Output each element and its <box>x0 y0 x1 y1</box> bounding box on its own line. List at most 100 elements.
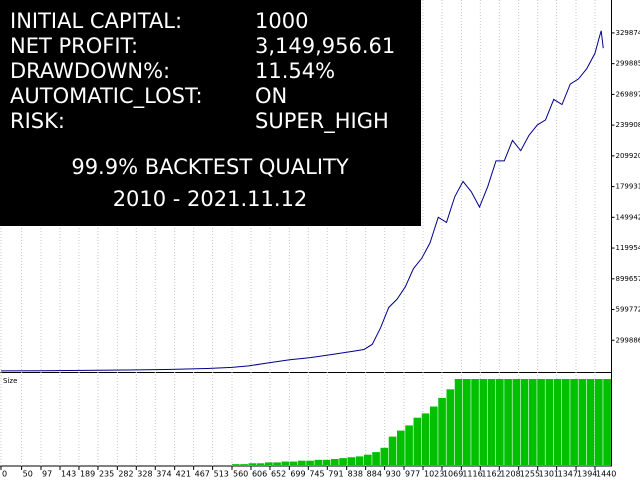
size-bar <box>306 460 314 465</box>
size-bar <box>553 379 562 465</box>
size-bar <box>397 430 405 465</box>
y-tick-label: 599772 <box>616 306 640 314</box>
x-tick-label: 745 <box>309 470 324 479</box>
size-bar <box>570 379 578 465</box>
x-tick-label: 699 <box>290 470 305 479</box>
x-tick-label: 0 <box>2 470 7 479</box>
x-tick-label: 884 <box>367 470 382 479</box>
info-value: 3,149,956.61 <box>255 34 395 58</box>
y-tick-label: 2998858 <box>616 60 640 68</box>
y-tick-label: 2099200 <box>616 152 640 160</box>
size-bar <box>273 462 281 465</box>
size-bar <box>421 413 430 465</box>
size-bar <box>364 454 372 465</box>
size-bar <box>586 379 595 465</box>
info-value: SUPER_HIGH <box>255 109 389 134</box>
size-bar <box>496 379 504 465</box>
info-value: 1000 <box>255 9 308 33</box>
size-bar <box>430 406 438 465</box>
y-tick-label: 1499429 <box>616 213 640 221</box>
y-tick-label: 1799315 <box>616 183 640 191</box>
info-label: RISK: <box>10 109 65 133</box>
size-bar <box>413 417 422 465</box>
plot-area <box>0 30 611 465</box>
size-bar <box>240 464 248 465</box>
size-bar <box>289 461 298 465</box>
x-tick-label: 374 <box>156 470 171 479</box>
size-bar <box>504 379 512 465</box>
size-bar <box>265 462 273 465</box>
x-tick-label: 513 <box>214 470 229 479</box>
info-box <box>0 0 421 226</box>
size-bar <box>314 459 323 465</box>
size-bar <box>372 452 380 465</box>
size-bar <box>232 464 240 465</box>
x-tick-label: 1301 <box>539 470 559 479</box>
info-label: AUTOMATIC_LOST: <box>10 84 203 109</box>
size-bar <box>529 379 537 465</box>
x-tick-label: 328 <box>137 470 152 479</box>
x-tick-label: 97 <box>42 470 52 479</box>
size-bar <box>256 463 265 465</box>
size-bar <box>479 379 488 465</box>
size-bar <box>331 458 339 465</box>
size-bar <box>562 379 570 465</box>
x-tick-label: 143 <box>61 470 76 479</box>
equity-line <box>0 30 604 372</box>
size-bar <box>578 379 587 465</box>
x-tick-label: 1208 <box>500 470 520 479</box>
x-tick-label: 930 <box>386 470 401 479</box>
x-tick-label: 791 <box>328 470 343 479</box>
info-label: NET PROFIT: <box>10 34 138 58</box>
y-tick-label: 899657 <box>616 275 640 283</box>
x-tick-label: 467 <box>195 470 210 479</box>
x-tick-label: 1440 <box>596 470 616 479</box>
size-bar <box>248 463 257 465</box>
subchart-label: Size <box>3 377 17 385</box>
x-tick-label: 189 <box>80 470 95 479</box>
info-text: INITIAL CAPITAL: 1000 NET PROFIT: 3,149,956… <box>10 9 395 134</box>
size-bar <box>446 389 455 465</box>
size-bar <box>512 379 521 465</box>
size-bar <box>281 461 290 465</box>
x-tick-label: 1394 <box>577 470 597 479</box>
size-bar <box>463 379 471 465</box>
x-tick-label: 560 <box>233 470 248 479</box>
y-tick-label: 3298744 <box>616 29 640 37</box>
x-tick-label: 1069 <box>443 470 463 479</box>
x-tick-label: 606 <box>252 470 267 479</box>
size-bar <box>595 379 603 465</box>
quality-text: 99.9% BACKTEST QUALITY <box>71 155 349 179</box>
x-tick-label: 652 <box>271 470 286 479</box>
size-bar <box>471 379 479 465</box>
period-text: 2010 - 2021.11.12 <box>113 187 308 211</box>
size-bar <box>405 425 413 465</box>
y-tick-label: 2399086 <box>616 121 640 129</box>
x-tick-label: 1116 <box>462 470 482 479</box>
size-bar <box>454 379 463 465</box>
info-value: ON <box>255 84 287 108</box>
y-tick-label: 1199543 <box>616 244 640 252</box>
size-bar <box>322 459 331 465</box>
size-bar <box>545 379 554 465</box>
info-label: DRAWDOWN%: <box>10 59 170 83</box>
x-tick-label: 1255 <box>520 470 540 479</box>
size-bar <box>520 379 529 465</box>
size-bar <box>298 460 306 465</box>
y-tick-label: 299886 <box>616 336 640 344</box>
size-bar <box>380 447 389 465</box>
x-tick-label: 1347 <box>558 470 578 479</box>
x-tick-label: 977 <box>405 470 420 479</box>
x-tick-label: 421 <box>176 470 191 479</box>
size-bar <box>603 379 611 465</box>
size-bar <box>487 379 496 465</box>
size-bar <box>388 436 397 465</box>
x-tick-label: 1023 <box>424 470 444 479</box>
info-label: INITIAL CAPITAL: <box>10 9 182 33</box>
size-bar <box>339 458 347 465</box>
y-tick-label: 2698972 <box>616 90 640 98</box>
x-tick-label: 838 <box>348 470 363 479</box>
x-tick-label: 50 <box>23 470 33 479</box>
size-bar <box>438 397 446 465</box>
